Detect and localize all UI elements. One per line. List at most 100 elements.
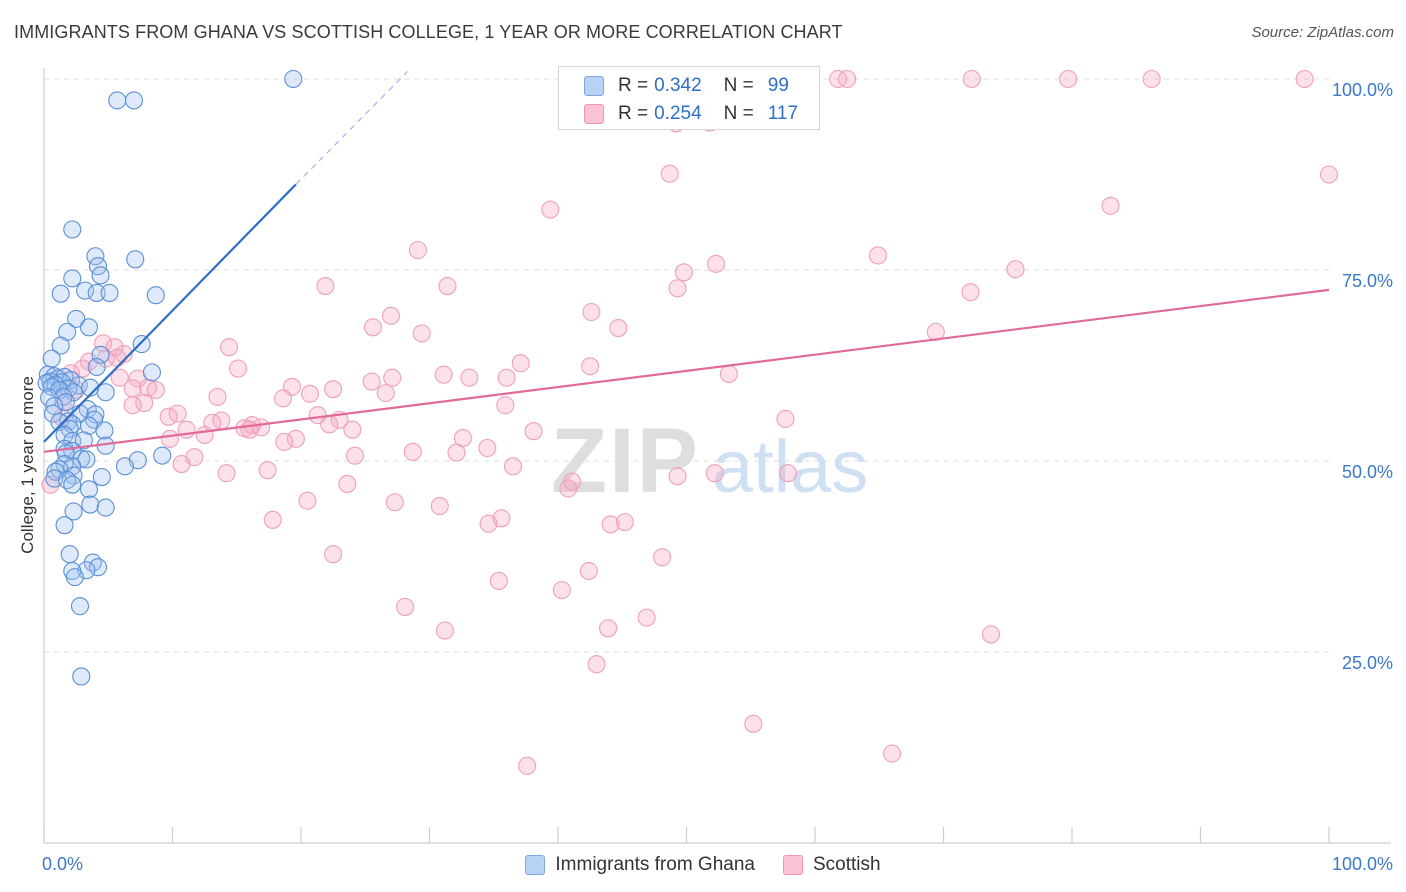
scottish-point (217, 464, 236, 483)
scottish-point (362, 372, 381, 391)
points-layer (37, 69, 1339, 775)
scottish-point (123, 396, 142, 415)
scottish-point (438, 276, 457, 296)
scottish-point (316, 276, 335, 296)
scottish-point (263, 510, 282, 529)
ghana-point (64, 502, 83, 521)
ghana-point (60, 545, 79, 564)
y-tick-label: 75.0% (1342, 271, 1393, 291)
ghana-point (88, 558, 108, 577)
scottish-point (108, 348, 127, 367)
scottish-point (343, 420, 362, 439)
ghana-point (96, 383, 115, 402)
scottish-point (744, 714, 763, 733)
ghana-point (72, 667, 91, 686)
scottish-point (778, 464, 798, 483)
chart-title: IMMIGRANTS FROM GHANA VS SCOTTISH COLLEG… (14, 22, 843, 42)
scottish-point (1006, 260, 1025, 279)
scottish-point (615, 513, 634, 532)
scottish-point (668, 467, 687, 486)
scottish-point (961, 283, 980, 302)
scottish-point (123, 379, 142, 398)
ghana-point (115, 457, 135, 476)
series-legend-ghana[interactable]: Immigrants from Ghana (525, 854, 755, 876)
legend-r-label: R = (618, 103, 649, 124)
ghana-point (63, 269, 82, 288)
series-label-scottish: Scottish (812, 854, 881, 875)
series-legend: Immigrants from Ghana Scottish (0, 852, 1406, 878)
ghana-point (108, 91, 127, 110)
ghana-point (100, 283, 119, 302)
ghana-point (76, 281, 95, 300)
scottish-point (376, 383, 395, 403)
scottish-point (435, 621, 454, 640)
x-tick-label: 0.0% (42, 854, 83, 874)
ghana-point (51, 284, 70, 303)
scottish-point (582, 302, 601, 322)
scottish-point (581, 357, 600, 376)
series-legend-scottish[interactable]: Scottish (782, 854, 881, 876)
scottish-point (609, 319, 628, 338)
scottish-point (273, 389, 293, 408)
series-swatch-blue (525, 855, 546, 875)
scottish-point (674, 263, 693, 282)
scottish-point (705, 464, 724, 483)
ghana-point (91, 266, 110, 285)
ghana-point (67, 309, 86, 328)
ghana-point (124, 91, 143, 110)
scottish-point (94, 334, 113, 353)
scottish-point (412, 324, 431, 343)
scottish-point (208, 387, 227, 406)
scottish-point (497, 368, 516, 387)
ghana-point (87, 357, 106, 377)
legend-n-label: N = (723, 75, 754, 96)
ghana-trend-extension (295, 70, 409, 185)
scottish-point (258, 461, 277, 480)
scottish-point (447, 443, 466, 462)
scottish-point (776, 409, 795, 429)
legend-n-value: 99 (767, 75, 789, 96)
ghana-point (64, 466, 83, 485)
scottish-point (503, 457, 523, 476)
scottish-point (601, 515, 620, 534)
scottish-point (1101, 196, 1120, 215)
scottish-point (489, 571, 508, 590)
ghana-point (95, 421, 114, 440)
ghana-point (79, 318, 99, 337)
ghana-point (45, 396, 64, 416)
ghana-point (284, 69, 303, 89)
ghana-point (51, 336, 70, 355)
ghana-point (87, 283, 106, 302)
scottish-point (1059, 69, 1078, 89)
ghana-point (92, 467, 111, 487)
scottish-point (135, 393, 154, 412)
legend-r-value: 0.254 (654, 103, 702, 124)
scottish-point (172, 455, 191, 474)
scottish-point (195, 425, 214, 445)
y-tick-label: 50.0% (1342, 462, 1393, 482)
legend-n-label: N = (723, 103, 754, 124)
legend-r-value: 0.342 (654, 75, 702, 96)
scottish-point (552, 581, 571, 600)
ghana-trend-line (43, 183, 297, 443)
ghana-point (81, 495, 100, 514)
scottish-point (587, 655, 606, 674)
scottish-point (275, 432, 294, 451)
scottish-point (660, 164, 679, 183)
scottish-point (579, 561, 598, 581)
scottish-point (383, 368, 402, 387)
ghana-point (70, 597, 90, 616)
correlation-legend: R = 0.342 N = 99 R = 0.254 N = 117 (558, 66, 820, 130)
scottish-point (559, 479, 578, 498)
ghana-point (126, 250, 145, 269)
series-label-ghana: Immigrants from Ghana (555, 854, 755, 875)
scottish-point (883, 744, 902, 763)
watermark: ZIP atlas (551, 410, 868, 512)
axis-layer (43, 68, 1391, 844)
scottish-point (396, 597, 415, 616)
scottish-point (228, 359, 248, 378)
scottish-point (599, 619, 618, 638)
scottish-point (300, 384, 320, 403)
legend-swatch-blue (584, 76, 604, 96)
